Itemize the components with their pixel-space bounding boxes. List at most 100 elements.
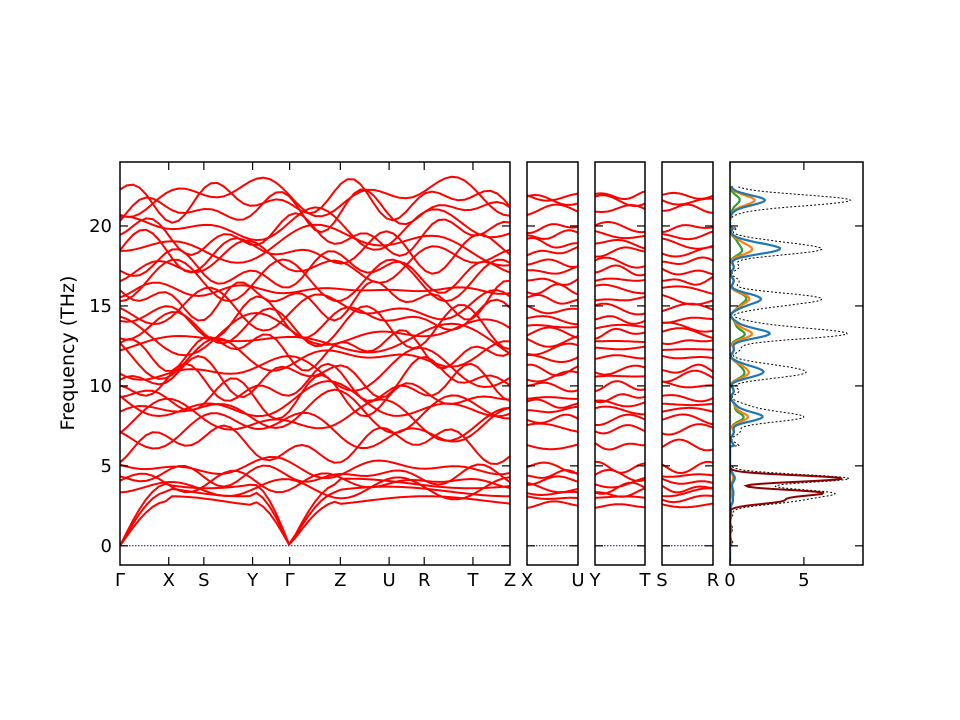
optical-band-line <box>662 487 713 498</box>
optical-band-line <box>595 354 645 360</box>
panel-frame <box>594 161 646 566</box>
k-point-label: Y <box>589 570 602 591</box>
optical-band-line <box>527 326 578 339</box>
optical-band-line <box>662 460 713 474</box>
optical-band-line <box>120 388 510 435</box>
k-point-label: Z <box>504 570 516 591</box>
optical-band-line <box>662 327 713 339</box>
optical-band-line <box>595 323 645 330</box>
optical-band-line <box>120 322 510 355</box>
optical-band-line <box>120 228 510 275</box>
optical-band-line <box>595 264 645 277</box>
optical-band-line <box>662 203 713 214</box>
optical-band-line <box>595 442 645 451</box>
k-point-label: R <box>707 570 720 591</box>
optical-band-line <box>120 380 510 418</box>
k-point-label: Z <box>334 570 346 591</box>
k-point-label: Γ <box>115 570 125 591</box>
acoustic-band-line <box>120 477 510 547</box>
band-lines <box>527 192 578 547</box>
optical-band-line <box>527 398 578 409</box>
panel-frame <box>661 161 714 566</box>
optical-band-line <box>527 370 578 383</box>
band-lines <box>662 191 713 547</box>
optical-band-line <box>595 230 645 240</box>
optical-band-line <box>595 364 645 376</box>
optical-band-line <box>527 223 578 235</box>
optical-band-line <box>595 399 645 408</box>
optical-band-line <box>527 500 578 509</box>
optical-band-line <box>595 413 645 426</box>
optical-band-line <box>595 424 645 435</box>
optical-band-line <box>595 256 645 269</box>
panel-frame <box>526 161 579 566</box>
k-point-label: X <box>521 570 533 591</box>
optical-band-line <box>120 175 510 218</box>
optical-band-line <box>662 473 713 478</box>
dos-frame <box>729 161 864 566</box>
optical-band-line <box>120 286 510 332</box>
optical-band-line <box>527 482 578 494</box>
optical-band-line <box>120 258 510 303</box>
optical-band-line <box>527 277 578 286</box>
optical-band-line <box>527 413 578 424</box>
optical-band-line <box>527 422 578 433</box>
optical-band-line <box>662 316 713 324</box>
dos-low-frequency-curve <box>730 465 843 546</box>
optical-band-line <box>595 295 645 302</box>
optical-band-line <box>120 476 510 501</box>
optical-band-line <box>662 494 713 504</box>
optical-band-line <box>662 484 713 494</box>
dos-total-curve <box>730 185 852 562</box>
optical-band-line <box>120 424 510 466</box>
optical-band-line <box>595 190 645 201</box>
optical-band-line <box>595 405 645 416</box>
optical-band-line <box>662 285 713 295</box>
optical-band-line <box>527 246 578 257</box>
optical-band-line <box>595 374 645 378</box>
optical-band-line <box>595 327 645 340</box>
optical-band-line <box>527 475 578 486</box>
optical-band-line <box>120 397 510 442</box>
dos-curves <box>730 185 852 562</box>
optical-band-line <box>595 302 645 316</box>
optical-band-line <box>120 355 510 399</box>
optical-band-line <box>595 283 645 295</box>
optical-band-line <box>662 477 713 485</box>
y-tick-label: 15 <box>89 296 112 317</box>
optical-band-line <box>527 323 578 329</box>
optical-band-line <box>662 348 713 351</box>
optical-band-line <box>120 281 510 299</box>
band-lines <box>120 175 510 547</box>
optical-band-line <box>662 267 713 276</box>
optical-band-line <box>527 405 578 414</box>
y-tick-label: 20 <box>89 216 112 237</box>
optical-band-line <box>120 188 510 234</box>
optical-band-line <box>662 413 713 426</box>
optical-band-line <box>527 304 578 315</box>
optical-band-line <box>527 315 578 326</box>
optical-band-line <box>595 345 645 351</box>
optical-band-line <box>662 224 713 233</box>
optical-band-line <box>527 353 578 363</box>
optical-band-line <box>595 277 645 282</box>
optical-band-line <box>662 237 713 250</box>
k-point-label: S <box>656 570 667 591</box>
optical-band-line <box>527 192 578 202</box>
optical-band-line <box>662 294 713 306</box>
optical-band-line <box>662 339 713 346</box>
optical-band-line <box>120 373 510 421</box>
optical-band-line <box>527 335 578 348</box>
optical-band-line <box>662 276 713 286</box>
optical-band-line <box>662 369 713 383</box>
y-axis-label: Frequency (THz) <box>57 276 79 431</box>
dos-partial-1-curve <box>730 185 782 562</box>
optical-band-line <box>662 438 713 452</box>
optical-band-line <box>595 246 645 258</box>
optical-band-line <box>595 340 645 343</box>
